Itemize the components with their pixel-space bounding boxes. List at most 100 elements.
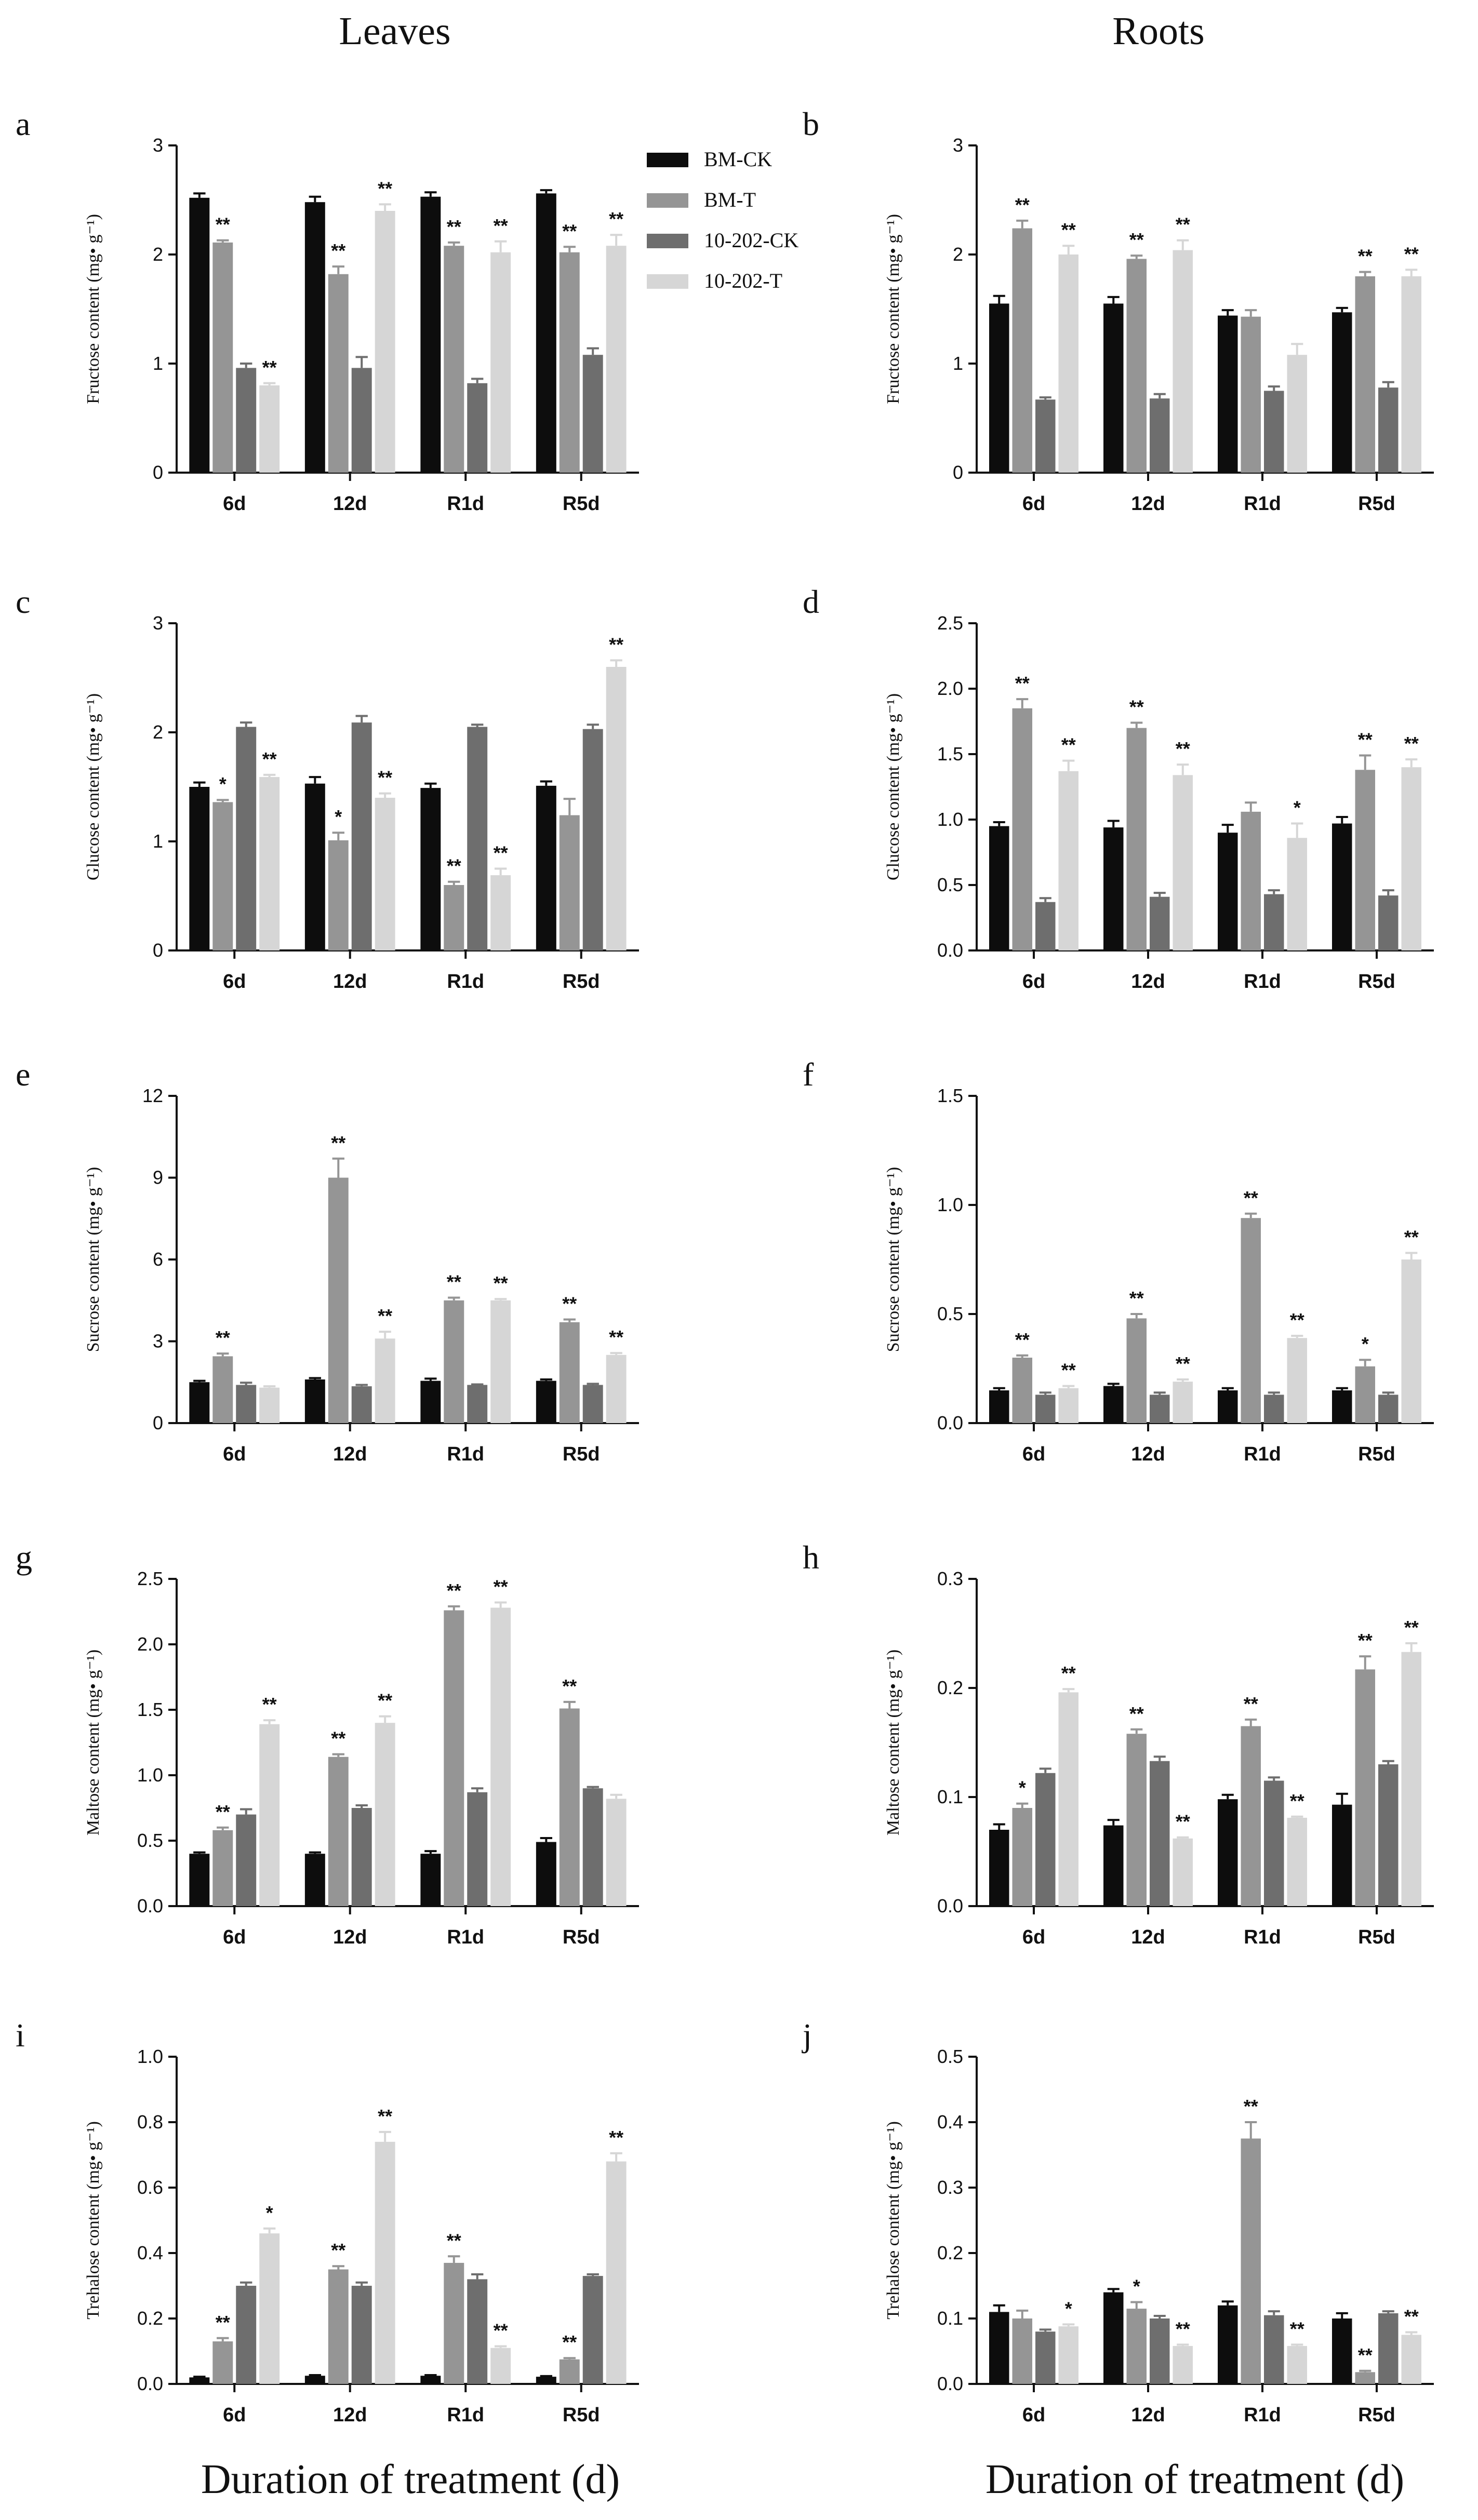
bar-10-202-t-6d xyxy=(1058,771,1078,950)
y-tick-label: 2.0 xyxy=(937,678,963,699)
y-tick-label: 0.2 xyxy=(937,2242,963,2263)
x-tick-label-r1d: R1d xyxy=(1244,1443,1281,1465)
bar-10-202-ck-12d xyxy=(351,368,372,473)
bar-bm-t-12d xyxy=(1126,1318,1147,1423)
x-tick-label-r5d: R5d xyxy=(563,1926,600,1948)
panel-label: h xyxy=(803,1539,819,1576)
legend-label-10-202-t: 10-202-T xyxy=(704,269,782,292)
panel-label: b xyxy=(803,105,819,142)
bar-bm-ck-12d xyxy=(1103,303,1124,473)
significance-mark: ** xyxy=(378,2106,392,2127)
significance-mark: ** xyxy=(562,220,577,242)
y-tick-label: 1 xyxy=(153,830,163,852)
bar-bm-t-6d xyxy=(1012,2318,1032,2384)
significance-mark: ** xyxy=(378,1305,392,1326)
significance-mark: ** xyxy=(494,1576,508,1597)
x-tick-label-6d: 6d xyxy=(1022,1443,1045,1465)
significance-mark: * xyxy=(1362,1333,1369,1355)
y-tick-label: 0.5 xyxy=(937,2046,963,2067)
x-tick-label-r1d: R1d xyxy=(447,971,484,993)
x-tick-label-r5d: R5d xyxy=(563,971,600,993)
significance-mark: ** xyxy=(1358,2344,1373,2366)
bar-10-202-ck-r5d xyxy=(1378,1764,1399,1906)
bar-10-202-t-r1d xyxy=(1287,355,1307,473)
y-axis-label: Maltose content (mg• g⁻¹) xyxy=(84,1650,103,1835)
panel-label: d xyxy=(803,583,819,620)
bar-bm-ck-r5d xyxy=(1332,1804,1352,1906)
panel-label: f xyxy=(803,1056,814,1093)
y-tick-label: 0.5 xyxy=(937,874,963,895)
bar-bm-t-r1d xyxy=(1241,316,1261,473)
significance-mark: ** xyxy=(494,1272,508,1294)
bar-bm-ck-r1d xyxy=(420,788,441,950)
bar-bm-ck-r1d xyxy=(420,196,441,473)
significance-mark: ** xyxy=(1244,1187,1258,1209)
x-tick-label-6d: 6d xyxy=(223,971,246,993)
y-tick-label: 1.0 xyxy=(937,809,963,830)
bar-10-202-t-r1d xyxy=(490,1300,511,1423)
y-tick-label: 1 xyxy=(153,353,163,374)
significance-mark: ** xyxy=(609,634,623,655)
bar-bm-t-6d xyxy=(1012,228,1032,473)
significance-mark: ** xyxy=(609,2127,623,2148)
bar-bm-ck-6d xyxy=(989,1830,1009,1906)
y-tick-label: 0.0 xyxy=(937,1412,963,1433)
x-tick-label-12d: 12d xyxy=(1131,1926,1165,1948)
bar-bm-t-12d xyxy=(1126,2309,1147,2384)
y-tick-label: 3 xyxy=(953,135,963,156)
bar-bm-t-12d xyxy=(1126,728,1147,950)
bar-bm-t-12d xyxy=(1126,1734,1147,1906)
bar-10-202-t-12d xyxy=(375,211,395,473)
bar-bm-t-6d xyxy=(1012,708,1032,950)
y-axis-label: Fructose content (mg• g⁻¹) xyxy=(84,214,103,404)
significance-mark: ** xyxy=(1015,194,1030,216)
significance-mark: * xyxy=(1294,797,1301,819)
y-tick-label: 2 xyxy=(153,244,163,265)
bar-bm-ck-r1d xyxy=(1218,1390,1238,1423)
bar-bm-t-12d xyxy=(1126,259,1147,473)
x-tick-label-r5d: R5d xyxy=(1358,1443,1395,1465)
bar-10-202-t-r5d xyxy=(606,2161,627,2384)
x-tick-label-r5d: R5d xyxy=(1358,493,1395,515)
bar-10-202-ck-6d xyxy=(1035,902,1056,950)
legend-swatch-10-202-ck xyxy=(647,234,688,248)
significance-mark: ** xyxy=(1290,1790,1304,1812)
bar-10-202-t-6d xyxy=(259,1387,280,1423)
significance-mark: ** xyxy=(1358,1630,1373,1651)
x-tick-label-12d: 12d xyxy=(333,1926,367,1948)
panel-a: a Fructose content (mg• g⁻¹) 0 1 2 3 6d ** ** 12d… xyxy=(16,105,798,515)
x-tick-label-r1d: R1d xyxy=(1244,971,1281,993)
bar-bm-ck-6d xyxy=(189,1382,210,1423)
significance-mark: ** xyxy=(1404,733,1419,754)
x-tick-label-12d: 12d xyxy=(1131,493,1165,515)
bar-10-202-t-12d xyxy=(1173,775,1193,950)
panel-label: c xyxy=(16,583,30,620)
significance-mark: ** xyxy=(1404,243,1419,264)
x-axis-title-right: Duration of treatment (d) xyxy=(986,2457,1404,2502)
bar-bm-ck-r5d xyxy=(536,785,556,950)
bar-bm-ck-6d xyxy=(989,1390,1009,1423)
x-tick-label-12d: 12d xyxy=(1131,1443,1165,1465)
bar-bm-t-12d xyxy=(328,2269,349,2384)
significance-mark: ** xyxy=(1244,2096,1258,2117)
x-axis-title-left: Duration of treatment (d) xyxy=(201,2457,620,2502)
y-axis-label: Glucose content (mg• g⁻¹) xyxy=(884,693,903,880)
bar-10-202-ck-6d xyxy=(1035,1395,1056,1423)
significance-mark: ** xyxy=(1244,1693,1258,1714)
y-tick-label: 2 xyxy=(153,721,163,743)
significance-mark: ** xyxy=(216,1801,230,1822)
y-tick-label: 3 xyxy=(153,135,163,156)
y-tick-label: 1 xyxy=(953,353,963,374)
y-tick-label: 9 xyxy=(153,1167,163,1188)
bar-10-202-ck-r1d xyxy=(467,2279,488,2384)
bar-10-202-t-r1d xyxy=(490,875,511,950)
y-tick-label: 1.5 xyxy=(137,1699,163,1720)
significance-mark: ** xyxy=(562,1293,577,1315)
significance-mark: ** xyxy=(1129,1703,1144,1724)
bar-10-202-ck-6d xyxy=(1035,2331,1056,2384)
y-tick-label: 0 xyxy=(953,462,963,483)
significance-mark: ** xyxy=(262,748,277,770)
bar-bm-t-12d xyxy=(328,1177,349,1423)
bar-bm-t-r5d xyxy=(1355,770,1375,950)
bar-bm-ck-6d xyxy=(189,2377,210,2384)
